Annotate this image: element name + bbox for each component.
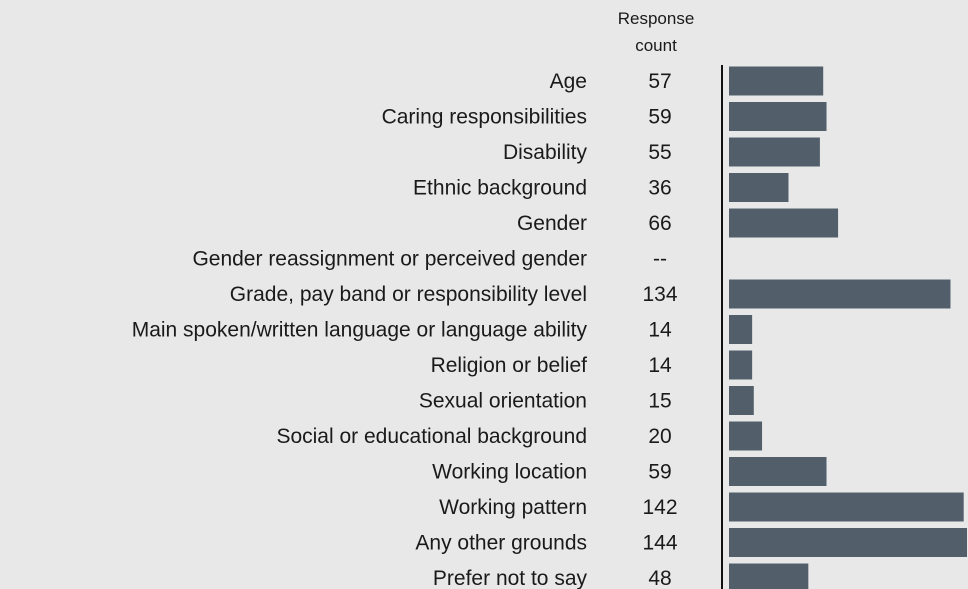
category-label-disability: Disability [503, 141, 588, 164]
count-label-gender-reassignment-or-perceived-gender: -- [653, 248, 667, 271]
count-label-prefer-not-to-say: 48 [648, 567, 671, 589]
count-label-disability: 55 [648, 141, 671, 164]
count-label-ethnic-background: 36 [648, 177, 671, 200]
bar-sexual-orientation [729, 386, 754, 415]
count-column-header-line-1: Response [618, 9, 695, 28]
category-label-gender-reassignment-or-perceived-gender: Gender reassignment or perceived gender [192, 248, 587, 271]
bar-working-pattern [729, 492, 964, 522]
bar-grade-pay-band-or-responsibility-level [729, 279, 951, 309]
bar-prefer-not-to-say [729, 563, 809, 589]
category-label-main-spoken-written-language-or-language-ability: Main spoken/written language or language… [132, 319, 588, 342]
bar-any-other-grounds [729, 528, 967, 557]
count-label-main-spoken-written-language-or-language-ability: 14 [648, 319, 672, 342]
count-label-working-location: 59 [648, 461, 671, 484]
category-labels: Age Caring responsibilities Disability Ethn… [132, 70, 588, 589]
count-label-working-pattern: 142 [642, 496, 677, 519]
category-label-religion-or-belief: Religion or belief [431, 354, 588, 377]
bar-ethnic-background [729, 173, 789, 202]
bars [729, 66, 967, 589]
category-label-ethnic-background: Ethnic background [413, 177, 587, 200]
bar-age [729, 66, 824, 96]
category-label-gender: Gender [517, 212, 587, 235]
count-label-grade-pay-band-or-responsibility-level: 134 [642, 283, 677, 306]
category-label-age: Age [550, 70, 587, 93]
bar-gender [729, 208, 839, 238]
category-label-grade-pay-band-or-responsibility-level: Grade, pay band or responsibility level [230, 283, 587, 306]
count-column-header-line-2: count [635, 36, 677, 55]
bar-social-or-educational-background [729, 421, 763, 451]
count-label-gender: 66 [648, 212, 671, 235]
category-label-prefer-not-to-say: Prefer not to say [433, 567, 588, 589]
count-label-caring-responsibilities: 59 [648, 106, 671, 129]
category-label-social-or-educational-background: Social or educational background [276, 425, 587, 448]
bar-main-spoken-written-language-or-language-ability [729, 315, 753, 344]
count-label-age: 57 [648, 70, 671, 93]
bar-working-location [729, 457, 827, 486]
count-label-social-or-educational-background: 20 [648, 425, 671, 448]
count-label-religion-or-belief: 14 [648, 354, 672, 377]
count-labels: 57 59 55 36 66 -- 134 14 14 15 20 59 142 144 48 [642, 70, 677, 589]
bar-religion-or-belief [729, 350, 753, 380]
category-label-caring-responsibilities: Caring responsibilities [382, 106, 587, 129]
category-label-working-location: Working location [432, 461, 587, 484]
category-label-working-pattern: Working pattern [439, 496, 587, 519]
category-label-sexual-orientation: Sexual orientation [419, 390, 587, 413]
bar-disability [729, 137, 820, 167]
category-label-any-other-grounds: Any other grounds [415, 532, 587, 555]
bar-caring-responsibilities [729, 102, 827, 131]
count-label-sexual-orientation: 15 [648, 390, 671, 413]
count-label-any-other-grounds: 144 [642, 532, 677, 555]
